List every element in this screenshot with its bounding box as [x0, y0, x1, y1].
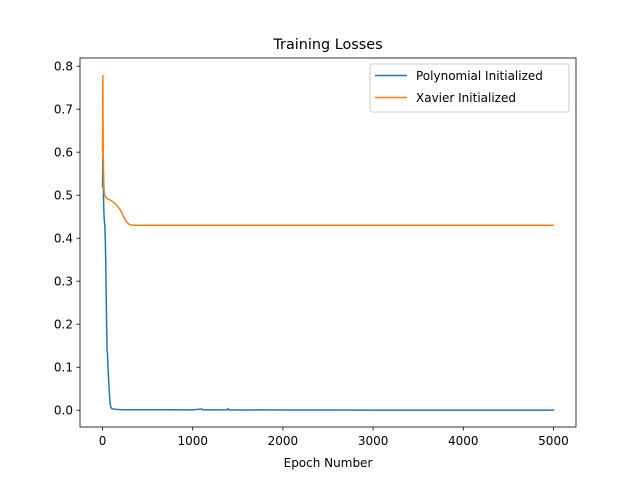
axes-layer: 0 1000 2000 3000 4000 5000 0.0 0.1 0.2 0.3 0.4 0.5 0…	[54, 57, 577, 448]
x-tick-label: 0	[99, 434, 107, 448]
y-tick-label: 0.5	[54, 188, 73, 202]
legend-label-xavier: Xavier Initialized	[416, 91, 516, 105]
x-tick-label: 4000	[448, 434, 479, 448]
x-tick-label: 1000	[177, 434, 208, 448]
plot-frame	[79, 57, 577, 428]
series-line-xavier	[101, 74, 555, 227]
legend: Polynomial Initialized Xavier Initialize…	[369, 63, 570, 113]
y-tick-label: 0.1	[54, 361, 73, 375]
y-tick-label: 0.7	[54, 102, 73, 116]
y-tick-label: 0.2	[54, 318, 73, 332]
x-axis-title: Epoch Number	[284, 456, 373, 470]
x-tick-label: 3000	[358, 434, 389, 448]
y-tick-label: 0.3	[54, 275, 73, 289]
y-tick-label: 0.8	[54, 59, 73, 73]
x-tick-label: 5000	[538, 434, 569, 448]
series-layer	[101, 74, 555, 411]
chart-title: Training Losses	[272, 37, 382, 53]
series-line-polynomial	[101, 153, 555, 411]
x-tick-label: 2000	[268, 434, 299, 448]
legend-box	[369, 63, 570, 113]
y-tick-label: 0.4	[54, 231, 73, 245]
y-tick-label: 0.0	[54, 404, 73, 418]
legend-label-polynomial: Polynomial Initialized	[416, 69, 543, 83]
y-tick-label: 0.6	[54, 145, 73, 159]
